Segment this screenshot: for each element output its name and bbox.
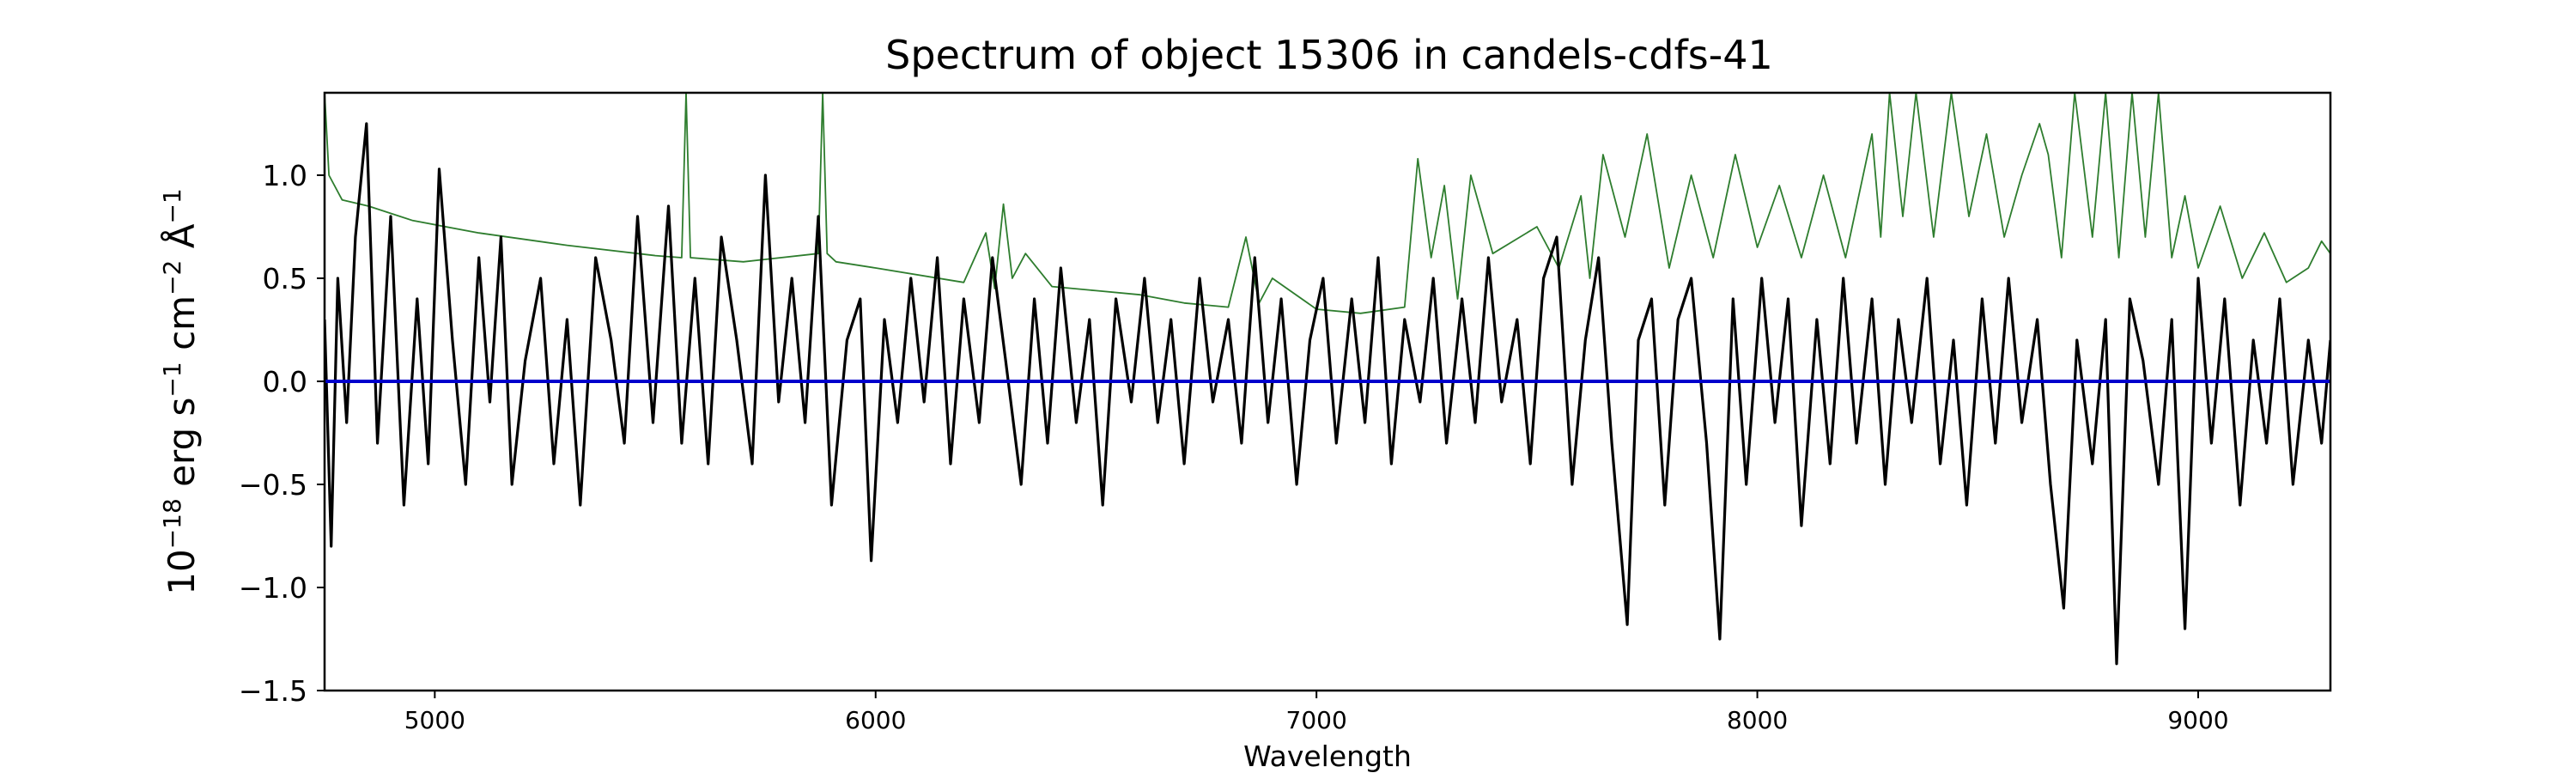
error-series-line [325,93,2330,314]
y-axis-label: 10−18 erg s−1 cm−2 Å−1 [158,188,203,594]
y-tick-label: −1.5 [239,674,307,708]
y-label-exp-1: −18 [158,498,186,549]
x-tick-label: 8000 [1727,706,1788,734]
y-label-part-1: erg s [161,398,203,499]
x-tick-label: 7000 [1286,706,1347,734]
y-tick-label: 0.0 [263,365,307,399]
y-label-part-2: cm [161,295,203,362]
y-axis-ticks: −1.5 −1.0 −0.5 0.0 0.5 1.0 [239,159,325,708]
plot-area [323,91,2332,692]
y-label-part-3: Å [160,223,203,259]
y-label-base: 10 [161,549,203,594]
y-label-exp-4: −1 [158,188,186,223]
x-tick-label: 9000 [2167,706,2228,734]
x-axis-ticks: 5000 6000 7000 8000 9000 [404,691,2229,734]
plot-frame [323,91,2332,692]
flux-series-line [325,122,2330,666]
y-label-exp-2: −1 [158,362,186,397]
chart-title: Spectrum of object 15306 in candels-cdfs… [885,32,1773,78]
x-tick-label: 5000 [404,706,465,734]
x-tick-label: 6000 [845,706,906,734]
y-label-exp-3: −2 [158,260,186,295]
y-tick-label: 1.0 [263,159,307,192]
y-tick-label: −0.5 [239,468,307,502]
x-axis-label: Wavelength [1243,740,1412,773]
y-tick-label: −1.0 [239,571,307,605]
y-tick-label: 0.5 [263,262,307,295]
series-layer [325,93,2330,666]
